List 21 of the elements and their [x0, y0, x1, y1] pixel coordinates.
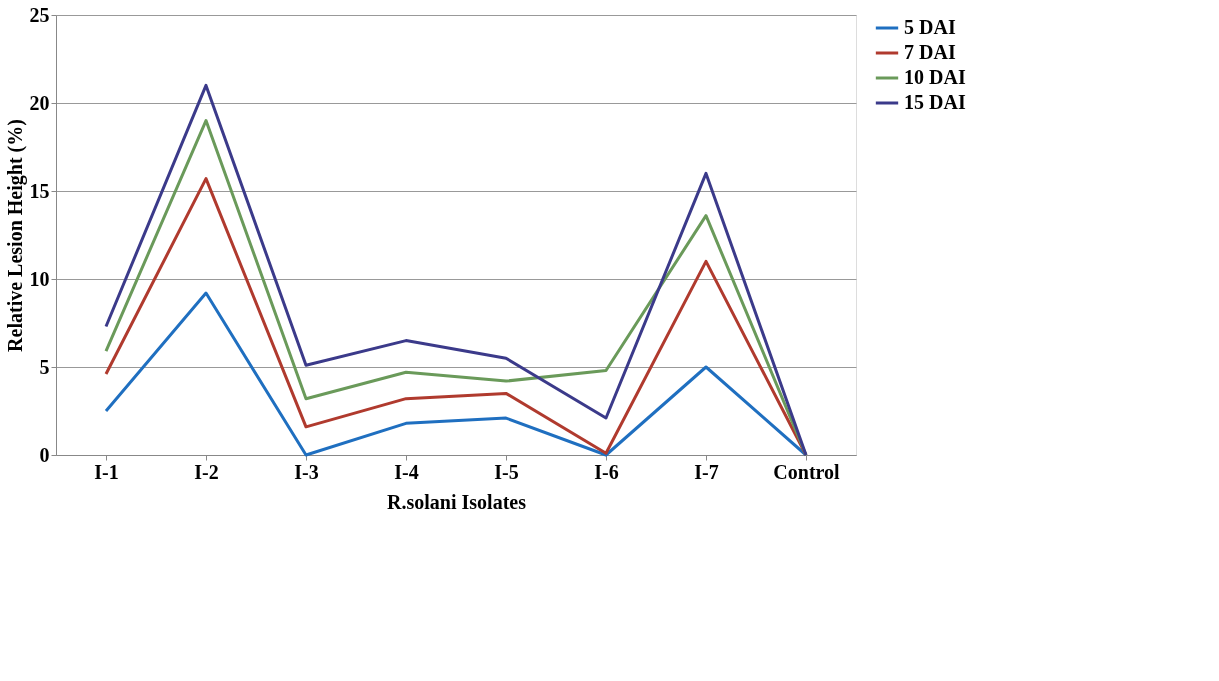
y-tick-label: 15 [29, 179, 50, 202]
y-tick-label: 0 [39, 443, 50, 466]
x-tick-label: I-5 [494, 460, 519, 483]
x-tick-label: I-3 [294, 460, 319, 483]
line-series [104, 291, 808, 457]
x-axis-title: R.solani Isolates [387, 490, 527, 513]
y-axis-title: Relative Lesion Height (%) [3, 119, 27, 352]
x-tick-label: I-4 [394, 460, 419, 483]
y-tick-label: 25 [29, 3, 50, 26]
y-tick-label: 10 [29, 267, 50, 290]
x-tick-label: I-2 [194, 460, 219, 483]
y-tick-label: 20 [29, 91, 50, 114]
x-tick-label: I-1 [94, 460, 119, 483]
legend-label: 7 DAI [904, 41, 956, 63]
y-tick-label: 5 [39, 355, 50, 378]
legend-label: 5 DAI [904, 16, 956, 38]
x-tick-label: Control [773, 460, 841, 483]
legend-label: 10 DAI [904, 66, 966, 88]
x-tick-label: I-6 [594, 460, 619, 483]
x-tick-label: I-7 [694, 460, 719, 483]
legend-label: 15 DAI [904, 91, 966, 113]
